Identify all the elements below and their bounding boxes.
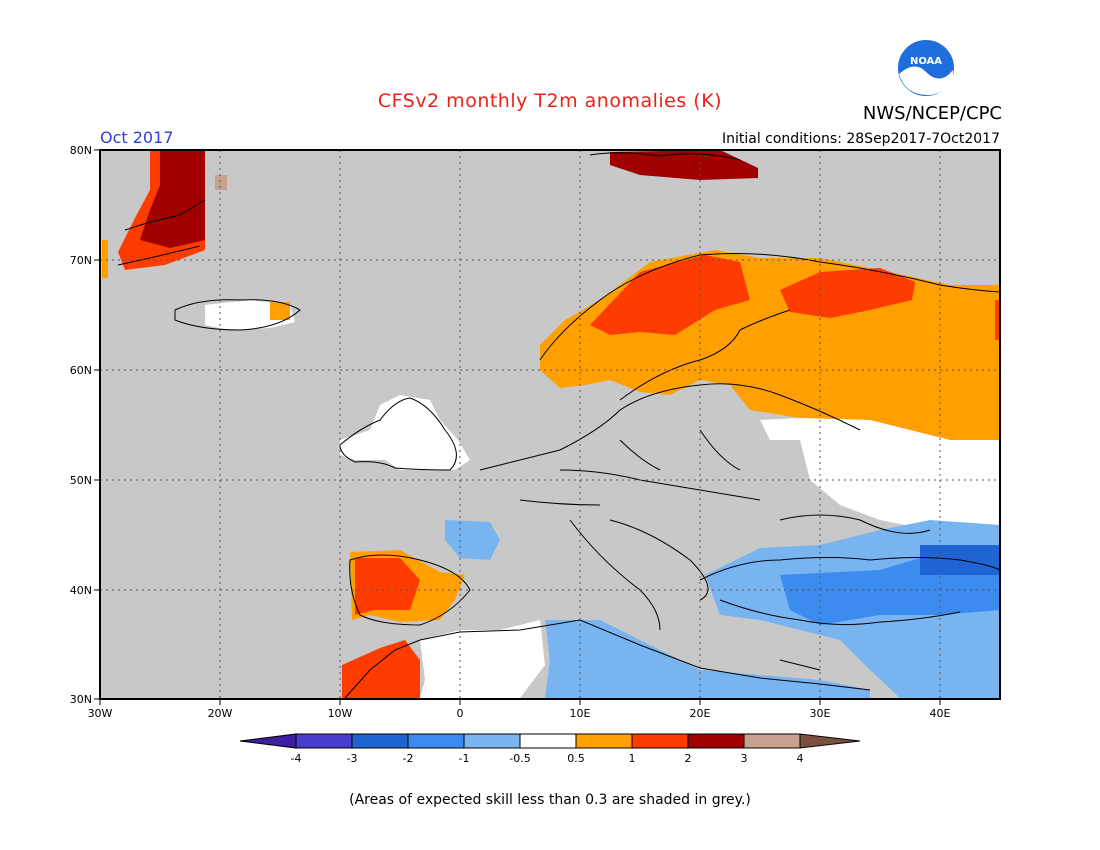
lat-label-30n: 30N: [70, 693, 92, 706]
map-frame: [99, 149, 1001, 700]
colorbar-label-neg2: -2: [403, 752, 414, 765]
anomaly-greenland-edge: [102, 240, 108, 278]
lat-label-70n: 70N: [70, 254, 92, 267]
anomaly-algeria-white: [420, 620, 545, 698]
anomaly-iberia-red: [355, 558, 420, 615]
colorbar-bin-1: [295, 733, 353, 749]
colorbar-bin-6: [575, 733, 633, 749]
colorbar-bin-9: [743, 733, 801, 749]
forecast-month: Oct 2017: [100, 128, 174, 147]
map-title: CFSv2 monthly T2m anomalies (K): [377, 90, 723, 112]
lon-label-10w: 10W: [328, 707, 353, 720]
anomaly-iceland-orange: [270, 302, 290, 320]
colorbar-bin-2: [351, 733, 409, 749]
map-panel: 80N 70N 60N 50N 40N 30N 30W 20W 10W 0 10…: [70, 144, 1001, 720]
lon-label-30e: 30E: [810, 707, 831, 720]
noaa-logo: NOAA: [896, 38, 956, 98]
colorbar-label-neg05: -0.5: [509, 752, 530, 765]
anomaly-svalbard: [610, 150, 758, 180]
anomaly-norway-red: [590, 255, 750, 335]
colorbar-bin-8: [687, 733, 745, 749]
colorbar-label-1: 1: [629, 752, 636, 765]
lon-label-0: 0: [457, 707, 464, 720]
footnote: (Areas of expected skill less than 0.3 a…: [349, 792, 751, 808]
initial-conditions: Initial conditions: 28Sep2017-7Oct2017: [721, 131, 1000, 147]
tick-marks: [94, 149, 941, 705]
colorbar-label-05: 0.5: [567, 752, 585, 765]
colorbar-arrow-low: [239, 733, 297, 749]
anomaly-uk-white: [340, 395, 470, 470]
anomaly-kola-red: [780, 268, 915, 318]
colorbar-label-neg3: -3: [347, 752, 358, 765]
agency-label: NWS/NCEP/CPC: [862, 103, 1002, 124]
colorbar-label-neg4: -4: [291, 752, 302, 765]
colorbar-label-neg1: -1: [459, 752, 470, 765]
colorbar-bin-5: [519, 733, 577, 749]
colorbar: -4 -3 -2 -1 -0.5 0.5 1 2 3 4: [239, 733, 861, 765]
colorbar-label-2: 2: [685, 752, 692, 765]
anomaly-greenland-darkred: [140, 150, 205, 248]
graticule: [100, 150, 1000, 699]
noaa-logo-text: NOAA: [910, 56, 942, 67]
colorbar-bin-3: [407, 733, 465, 749]
lat-label-40n: 40N: [70, 584, 92, 597]
lon-label-10e: 10E: [570, 707, 591, 720]
anomaly-france-lightblue: [445, 520, 500, 560]
colorbar-arrow-high: [799, 733, 861, 749]
colorbar-label-4: 4: [797, 752, 804, 765]
lat-label-50n: 50N: [70, 474, 92, 487]
colorbar-label-3: 3: [741, 752, 748, 765]
lat-label-60n: 60N: [70, 364, 92, 377]
anomaly-east-red: [995, 300, 1000, 340]
lat-label-80n: 80N: [70, 144, 92, 157]
anomaly-field: [102, 150, 1000, 698]
lon-label-40e: 40E: [930, 707, 951, 720]
colorbar-bin-4: [463, 733, 521, 749]
lon-label-20w: 20W: [208, 707, 233, 720]
lon-label-20e: 20E: [690, 707, 711, 720]
anomaly-greenland-tan: [215, 175, 227, 190]
lon-label-30w: 30W: [88, 707, 113, 720]
anomaly-morocco-red: [342, 640, 420, 698]
colorbar-bin-7: [631, 733, 689, 749]
coastlines: [117, 152, 1001, 699]
